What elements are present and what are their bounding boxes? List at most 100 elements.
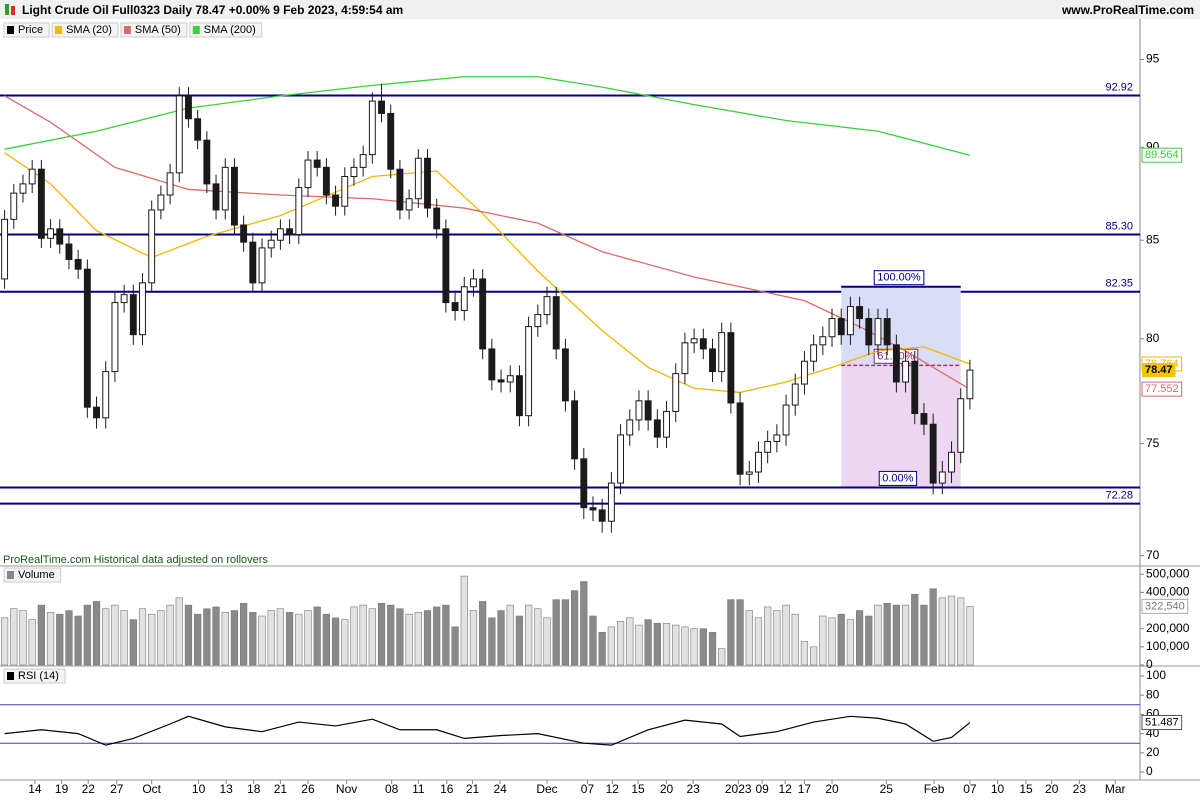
candle-body (129, 294, 137, 336)
x-tick-label: 07 (581, 782, 595, 796)
volume-bar (672, 624, 680, 666)
volume-bar (230, 610, 239, 666)
legend-label: SMA (20) (66, 24, 112, 36)
candle-body (497, 379, 505, 383)
volume-bar (184, 604, 193, 666)
x-tick-label: 18 (247, 782, 261, 796)
x-tick-label: 20 (660, 782, 674, 796)
header-title: Light Crude Oil Full0323 Daily 78.47 +0.… (22, 3, 403, 17)
candle-body (938, 471, 946, 484)
y-tick-label: 0 (1146, 657, 1153, 671)
candle-body (479, 278, 487, 350)
volume-bar (846, 619, 855, 666)
last-value-box (1141, 381, 1183, 397)
candle-body (515, 375, 523, 417)
level-label: 82.35 (1105, 278, 1133, 290)
volume-bar (19, 610, 27, 666)
candle-body (378, 100, 385, 114)
candle-body (883, 318, 891, 346)
y-tick-label: 70 (1146, 548, 1160, 562)
candle-body (828, 318, 836, 338)
volume-bar (28, 619, 36, 666)
volume-bar (782, 604, 790, 666)
volume-bar (515, 615, 524, 666)
x-tick-label: Dec (536, 782, 557, 796)
volume-bar (773, 610, 781, 666)
volume-bar (957, 597, 965, 666)
candle-body (157, 194, 165, 211)
icon (5, 4, 9, 15)
sma-line (4, 76, 971, 156)
candle-body (276, 228, 284, 241)
x-tick-label: 22 (82, 782, 96, 796)
candle-body (966, 369, 974, 400)
candle-body (313, 159, 321, 168)
candle-body (607, 482, 615, 522)
candle-body (525, 326, 533, 417)
legend-item-bg (3, 22, 50, 38)
volume-bar (221, 612, 229, 666)
x-tick-label: Nov (336, 782, 357, 796)
candle-body (304, 159, 312, 189)
fib-label-box (873, 270, 925, 286)
volume-bar (865, 615, 873, 666)
candle-body (387, 112, 395, 170)
volume-bar (644, 619, 652, 666)
y-tick-label: 500,000 (1146, 566, 1190, 580)
volume-bar (276, 608, 285, 666)
candle-body (598, 509, 606, 522)
volume-bar (331, 617, 340, 666)
x-tick-label: 20 (825, 782, 839, 796)
candle-body (249, 241, 257, 284)
volume-bar (138, 608, 147, 666)
volume-bar (377, 602, 386, 666)
y-tick-label: 95 (1146, 52, 1160, 66)
volume-bar (341, 619, 349, 666)
legend-label: RSI (14) (18, 670, 59, 682)
header-site: www.ProRealTime.com (1061, 3, 1194, 17)
candle-body (718, 332, 726, 373)
legend-label: SMA (50) (135, 24, 181, 36)
volume-bar (828, 617, 836, 666)
candle-body (359, 154, 367, 168)
candle-body (194, 118, 202, 141)
volume-bar (543, 617, 551, 666)
y-tick-label: 0 (1146, 764, 1153, 778)
legend-item-bg (3, 567, 62, 583)
volume-bar (901, 604, 910, 666)
fib-label-box (878, 470, 918, 486)
volume-bar (837, 613, 845, 666)
volume-bar (129, 619, 137, 666)
candle-body (892, 344, 900, 383)
volume-bar (249, 612, 257, 666)
candle-body (203, 139, 211, 185)
volume-bar (387, 604, 395, 666)
x-tick-label: 12 (778, 782, 792, 796)
volume-bar (635, 624, 643, 666)
candle-body (837, 318, 845, 336)
candle-body (1, 218, 9, 280)
rsi-line (4, 715, 971, 746)
volume-bar (653, 622, 661, 666)
volume-bar (497, 610, 505, 666)
volume-bar (212, 606, 220, 666)
x-tick-label: 13 (219, 782, 233, 796)
last-value-label: 51.487 (1145, 716, 1179, 728)
legend-swatch (7, 672, 14, 680)
candle-body (111, 302, 119, 373)
candle-body (19, 183, 27, 194)
x-tick-label: 17 (798, 782, 812, 796)
volume-bar (148, 613, 156, 666)
volume-bar (405, 613, 413, 666)
level-label: 92.92 (1105, 81, 1133, 93)
fib-label: 0.00% (882, 472, 913, 484)
candle-body (672, 373, 680, 412)
candle-body (350, 166, 358, 178)
x-tick-label: 15 (1019, 782, 1033, 796)
x-tick-label: 15 (631, 782, 645, 796)
volume-bar (764, 606, 772, 666)
candle-body (589, 507, 597, 511)
volume-bar (947, 595, 956, 666)
last-value-label: 322,540 (1145, 600, 1185, 612)
volume-bar (240, 602, 248, 666)
